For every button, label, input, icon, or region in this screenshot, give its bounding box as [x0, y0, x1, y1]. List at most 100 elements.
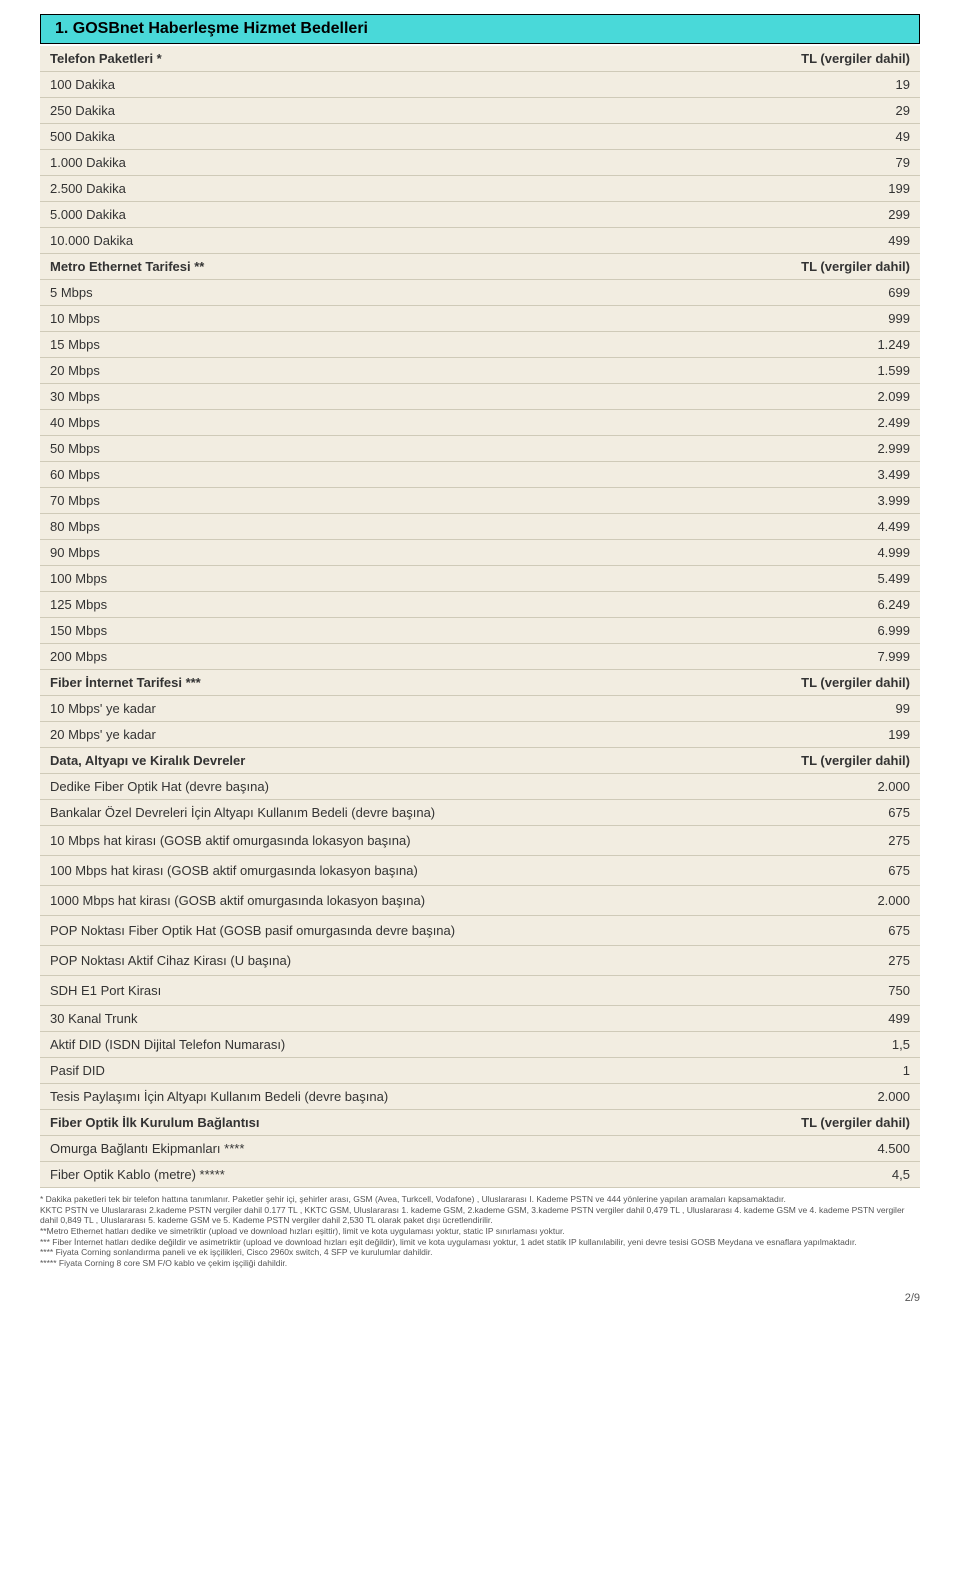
- table-section-header: Telefon Paketleri *TL (vergiler dahil): [40, 46, 920, 72]
- table-row: 100 Dakika19: [40, 72, 920, 98]
- table-row: 5.000 Dakika299: [40, 202, 920, 228]
- row-label: 125 Mbps: [40, 592, 710, 618]
- row-value: 6.249: [710, 592, 920, 618]
- table-row: 5 Mbps699: [40, 280, 920, 306]
- row-label: Omurga Bağlantı Ekipmanları ****: [40, 1136, 710, 1162]
- row-label: 5 Mbps: [40, 280, 710, 306]
- row-value: 4,5: [710, 1162, 920, 1188]
- row-label: 10 Mbps' ye kadar: [40, 696, 710, 722]
- footnote-line: **** Fiyata Corning sonlandırma paneli v…: [40, 1247, 920, 1258]
- page-number: 2/9: [40, 1292, 920, 1304]
- row-value: 275: [710, 826, 920, 856]
- table-row: Aktif DID (ISDN Dijital Telefon Numarası…: [40, 1032, 920, 1058]
- row-label: 10 Mbps hat kirası (GOSB aktif omurgasın…: [40, 826, 710, 856]
- row-label: 100 Dakika: [40, 72, 710, 98]
- table-row: Fiber Optik Kablo (metre) *****4,5: [40, 1162, 920, 1188]
- row-value: 1.599: [710, 358, 920, 384]
- row-value: 6.999: [710, 618, 920, 644]
- table-row: 100 Mbps5.499: [40, 566, 920, 592]
- row-label: Bankalar Özel Devreleri İçin Altyapı Kul…: [40, 800, 710, 826]
- table-row: 20 Mbps1.599: [40, 358, 920, 384]
- table-row: 60 Mbps3.499: [40, 462, 920, 488]
- row-value: 3.499: [710, 462, 920, 488]
- row-value: 4.500: [710, 1136, 920, 1162]
- row-value: 99: [710, 696, 920, 722]
- section-header-label: Telefon Paketleri *: [40, 46, 710, 72]
- table-row: 150 Mbps6.999: [40, 618, 920, 644]
- row-label: SDH E1 Port Kirası: [40, 976, 710, 1006]
- row-value: 2.099: [710, 384, 920, 410]
- footnote-line: KKTC PSTN ve Uluslararası 2.kademe PSTN …: [40, 1205, 920, 1226]
- row-label: 80 Mbps: [40, 514, 710, 540]
- row-value: 5.499: [710, 566, 920, 592]
- table-section-header: Fiber Optik İlk Kurulum BağlantısıTL (ve…: [40, 1110, 920, 1136]
- row-label: Dedike Fiber Optik Hat (devre başına): [40, 774, 710, 800]
- section-header-label: Fiber Optik İlk Kurulum Bağlantısı: [40, 1110, 710, 1136]
- row-label: 1.000 Dakika: [40, 150, 710, 176]
- table-row: 10 Mbps hat kirası (GOSB aktif omurgasın…: [40, 826, 920, 856]
- table-row: 200 Mbps7.999: [40, 644, 920, 670]
- row-value: 29: [710, 98, 920, 124]
- table-row: 250 Dakika29: [40, 98, 920, 124]
- row-value: 499: [710, 228, 920, 254]
- table-row: Bankalar Özel Devreleri İçin Altyapı Kul…: [40, 800, 920, 826]
- section-header-value: TL (vergiler dahil): [710, 46, 920, 72]
- table-row: 1000 Mbps hat kirası (GOSB aktif omurgas…: [40, 886, 920, 916]
- table-row: 125 Mbps6.249: [40, 592, 920, 618]
- row-label: 30 Mbps: [40, 384, 710, 410]
- row-label: 15 Mbps: [40, 332, 710, 358]
- row-label: 10.000 Dakika: [40, 228, 710, 254]
- row-label: 200 Mbps: [40, 644, 710, 670]
- row-value: 19: [710, 72, 920, 98]
- table-section-header: Data, Altyapı ve Kiralık DevrelerTL (ver…: [40, 748, 920, 774]
- row-value: 2.999: [710, 436, 920, 462]
- row-label: 2.500 Dakika: [40, 176, 710, 202]
- table-row: POP Noktası Fiber Optik Hat (GOSB pasif …: [40, 916, 920, 946]
- row-value: 2.000: [710, 1084, 920, 1110]
- row-value: 750: [710, 976, 920, 1006]
- table-row: 1.000 Dakika79: [40, 150, 920, 176]
- section-header-label: Metro Ethernet Tarifesi **: [40, 254, 710, 280]
- table-row: Pasif DID1: [40, 1058, 920, 1084]
- row-label: 50 Mbps: [40, 436, 710, 462]
- section-header-value: TL (vergiler dahil): [710, 254, 920, 280]
- row-value: 699: [710, 280, 920, 306]
- footnotes-block: * Dakika paketleri tek bir telefon hattı…: [40, 1194, 920, 1268]
- row-value: 675: [710, 800, 920, 826]
- table-row: SDH E1 Port Kirası750: [40, 976, 920, 1006]
- row-value: 4.999: [710, 540, 920, 566]
- row-label: Aktif DID (ISDN Dijital Telefon Numarası…: [40, 1032, 710, 1058]
- row-label: 70 Mbps: [40, 488, 710, 514]
- table-row: 10 Mbps999: [40, 306, 920, 332]
- row-value: 4.499: [710, 514, 920, 540]
- row-label: 100 Mbps hat kirası (GOSB aktif omurgası…: [40, 856, 710, 886]
- table-row: 70 Mbps3.999: [40, 488, 920, 514]
- row-label: 100 Mbps: [40, 566, 710, 592]
- row-value: 199: [710, 176, 920, 202]
- table-row: 30 Mbps2.099: [40, 384, 920, 410]
- row-label: Pasif DID: [40, 1058, 710, 1084]
- pricing-table: Telefon Paketleri *TL (vergiler dahil)10…: [40, 46, 920, 1188]
- footnote-line: ***** Fiyata Corning 8 core SM F/O kablo…: [40, 1258, 920, 1269]
- row-value: 499: [710, 1006, 920, 1032]
- table-row: 50 Mbps2.999: [40, 436, 920, 462]
- row-label: 60 Mbps: [40, 462, 710, 488]
- table-row: Dedike Fiber Optik Hat (devre başına)2.0…: [40, 774, 920, 800]
- section-header-label: Data, Altyapı ve Kiralık Devreler: [40, 748, 710, 774]
- row-value: 275: [710, 946, 920, 976]
- row-label: 150 Mbps: [40, 618, 710, 644]
- table-row: 20 Mbps' ye kadar199: [40, 722, 920, 748]
- table-row: 500 Dakika49: [40, 124, 920, 150]
- section-header-value: TL (vergiler dahil): [710, 1110, 920, 1136]
- row-label: 90 Mbps: [40, 540, 710, 566]
- table-row: Omurga Bağlantı Ekipmanları ****4.500: [40, 1136, 920, 1162]
- footnote-line: **Metro Ethernet hatları dedike ve simet…: [40, 1226, 920, 1237]
- row-label: POP Noktası Fiber Optik Hat (GOSB pasif …: [40, 916, 710, 946]
- row-value: 999: [710, 306, 920, 332]
- row-value: 1: [710, 1058, 920, 1084]
- row-value: 3.999: [710, 488, 920, 514]
- table-row: 10 Mbps' ye kadar99: [40, 696, 920, 722]
- row-value: 1,5: [710, 1032, 920, 1058]
- table-row: 30 Kanal Trunk499: [40, 1006, 920, 1032]
- row-label: 5.000 Dakika: [40, 202, 710, 228]
